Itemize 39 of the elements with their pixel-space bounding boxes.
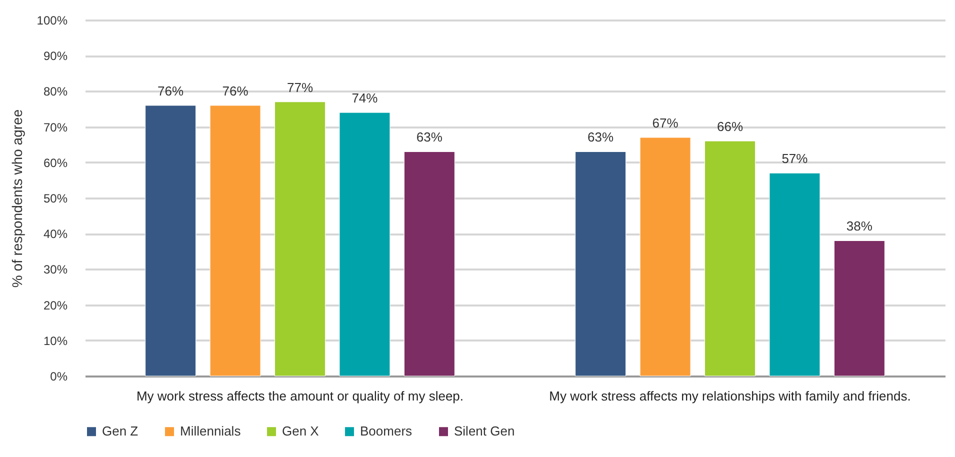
data-label: 66% xyxy=(716,119,744,134)
y-tick-label: 100% xyxy=(36,14,68,28)
bar xyxy=(575,151,626,376)
y-tick-label: 50% xyxy=(43,192,68,206)
bar xyxy=(769,172,820,376)
legend-label: Boomers xyxy=(360,424,413,439)
legend-label: Millennials xyxy=(180,424,242,439)
bar xyxy=(274,102,326,376)
y-tick-label: 90% xyxy=(43,49,68,64)
legend-label: Gen X xyxy=(282,424,320,439)
bar xyxy=(704,140,756,376)
x-tick-label: My work stress affects my relationships with family and friends. xyxy=(549,388,911,404)
data-label: 57% xyxy=(782,151,808,166)
data-label: 67% xyxy=(652,115,679,130)
bar xyxy=(834,240,885,376)
bar xyxy=(210,105,261,376)
data-label: 76% xyxy=(222,83,249,98)
legend-label: Gen Z xyxy=(102,424,138,439)
bar xyxy=(640,137,691,376)
legend-label: Silent Gen xyxy=(454,424,515,439)
x-tick-label: My work stress affects the amount or quality of my sleep. xyxy=(136,388,464,404)
y-tick-label: 20% xyxy=(43,298,68,312)
bar xyxy=(404,151,455,376)
y-axis-title: % of respondents who agree xyxy=(8,109,25,288)
data-label: 63% xyxy=(416,130,443,145)
y-tick-label: 70% xyxy=(43,120,68,134)
bar xyxy=(145,105,196,376)
data-label: 74% xyxy=(352,90,378,106)
y-tick-label: 30% xyxy=(43,262,68,277)
data-label: 63% xyxy=(588,130,614,145)
y-tick-label: 0% xyxy=(50,370,68,384)
y-tick-label: 60% xyxy=(43,156,68,170)
y-tick-label: 40% xyxy=(43,227,68,242)
bar xyxy=(339,112,390,376)
data-label: 77% xyxy=(286,80,314,95)
y-tick-label: 80% xyxy=(43,84,68,99)
data-label: 76% xyxy=(158,83,184,98)
data-label: 38% xyxy=(846,218,873,234)
y-tick-label: 10% xyxy=(43,334,68,348)
